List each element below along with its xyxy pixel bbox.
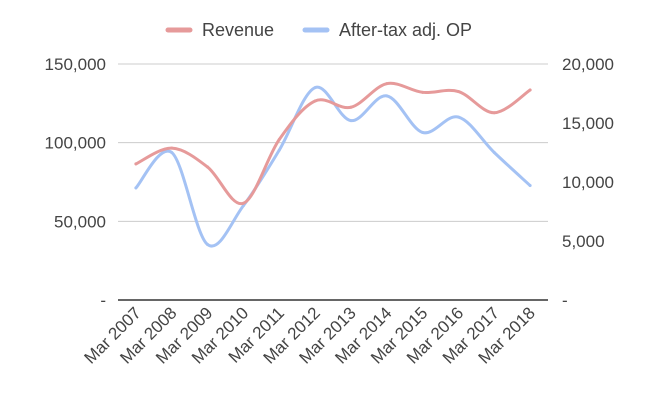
series-lines (134, 81, 532, 248)
left-y-tick-label: 150,000 (45, 55, 106, 74)
right-y-tick-label: 15,000 (562, 114, 614, 133)
data-point-after-tax-adj-op (385, 94, 389, 98)
legend-item-after-tax-adj-op: After-tax adj. OP (302, 20, 472, 40)
legend-label: After-tax adj. OP (339, 20, 472, 40)
data-point-revenue (134, 162, 138, 166)
data-point-after-tax-adj-op (528, 184, 532, 188)
data-point-after-tax-adj-op (421, 130, 425, 134)
data-point-after-tax-adj-op (313, 86, 317, 90)
right-y-tick-label: 20,000 (562, 55, 614, 74)
data-point-revenue (206, 165, 210, 169)
series-line-revenue (134, 81, 532, 205)
right-y-tick-label: 5,000 (562, 232, 605, 251)
gridlines (118, 63, 548, 222)
right-y-axis: - 5,000 10,000 15,000 20,000 (562, 55, 614, 310)
data-point-revenue (421, 90, 425, 94)
data-point-revenue (492, 111, 496, 115)
legend-item-revenue: Revenue (165, 20, 274, 40)
data-point-revenue (349, 105, 353, 109)
data-point-revenue (528, 88, 532, 92)
legend-label: Revenue (202, 20, 274, 40)
series-line-after-tax-adj-op (134, 86, 532, 248)
data-point-after-tax-adj-op (456, 115, 460, 119)
data-point-revenue (170, 146, 174, 150)
data-point-after-tax-adj-op (206, 243, 210, 247)
left-y-tick-label: - (100, 291, 106, 310)
data-point-revenue (277, 138, 281, 142)
right-y-tick-label: 10,000 (562, 173, 614, 192)
left-y-tick-label: 100,000 (45, 134, 106, 153)
data-point-after-tax-adj-op (170, 151, 174, 154)
data-point-revenue (385, 82, 389, 86)
right-y-tick-label: - (562, 291, 568, 310)
left-y-axis: - 50,000 100,000 150,000 (45, 55, 106, 310)
legend: Revenue After-tax adj. OP (165, 20, 472, 40)
data-point-after-tax-adj-op (277, 148, 281, 152)
data-point-after-tax-adj-op (349, 119, 353, 123)
data-point-after-tax-adj-op (492, 151, 496, 154)
data-point-revenue (313, 99, 317, 103)
data-point-revenue (241, 201, 245, 205)
data-point-revenue (456, 90, 460, 94)
left-y-tick-label: 50,000 (54, 212, 106, 231)
data-point-after-tax-adj-op (134, 186, 138, 190)
